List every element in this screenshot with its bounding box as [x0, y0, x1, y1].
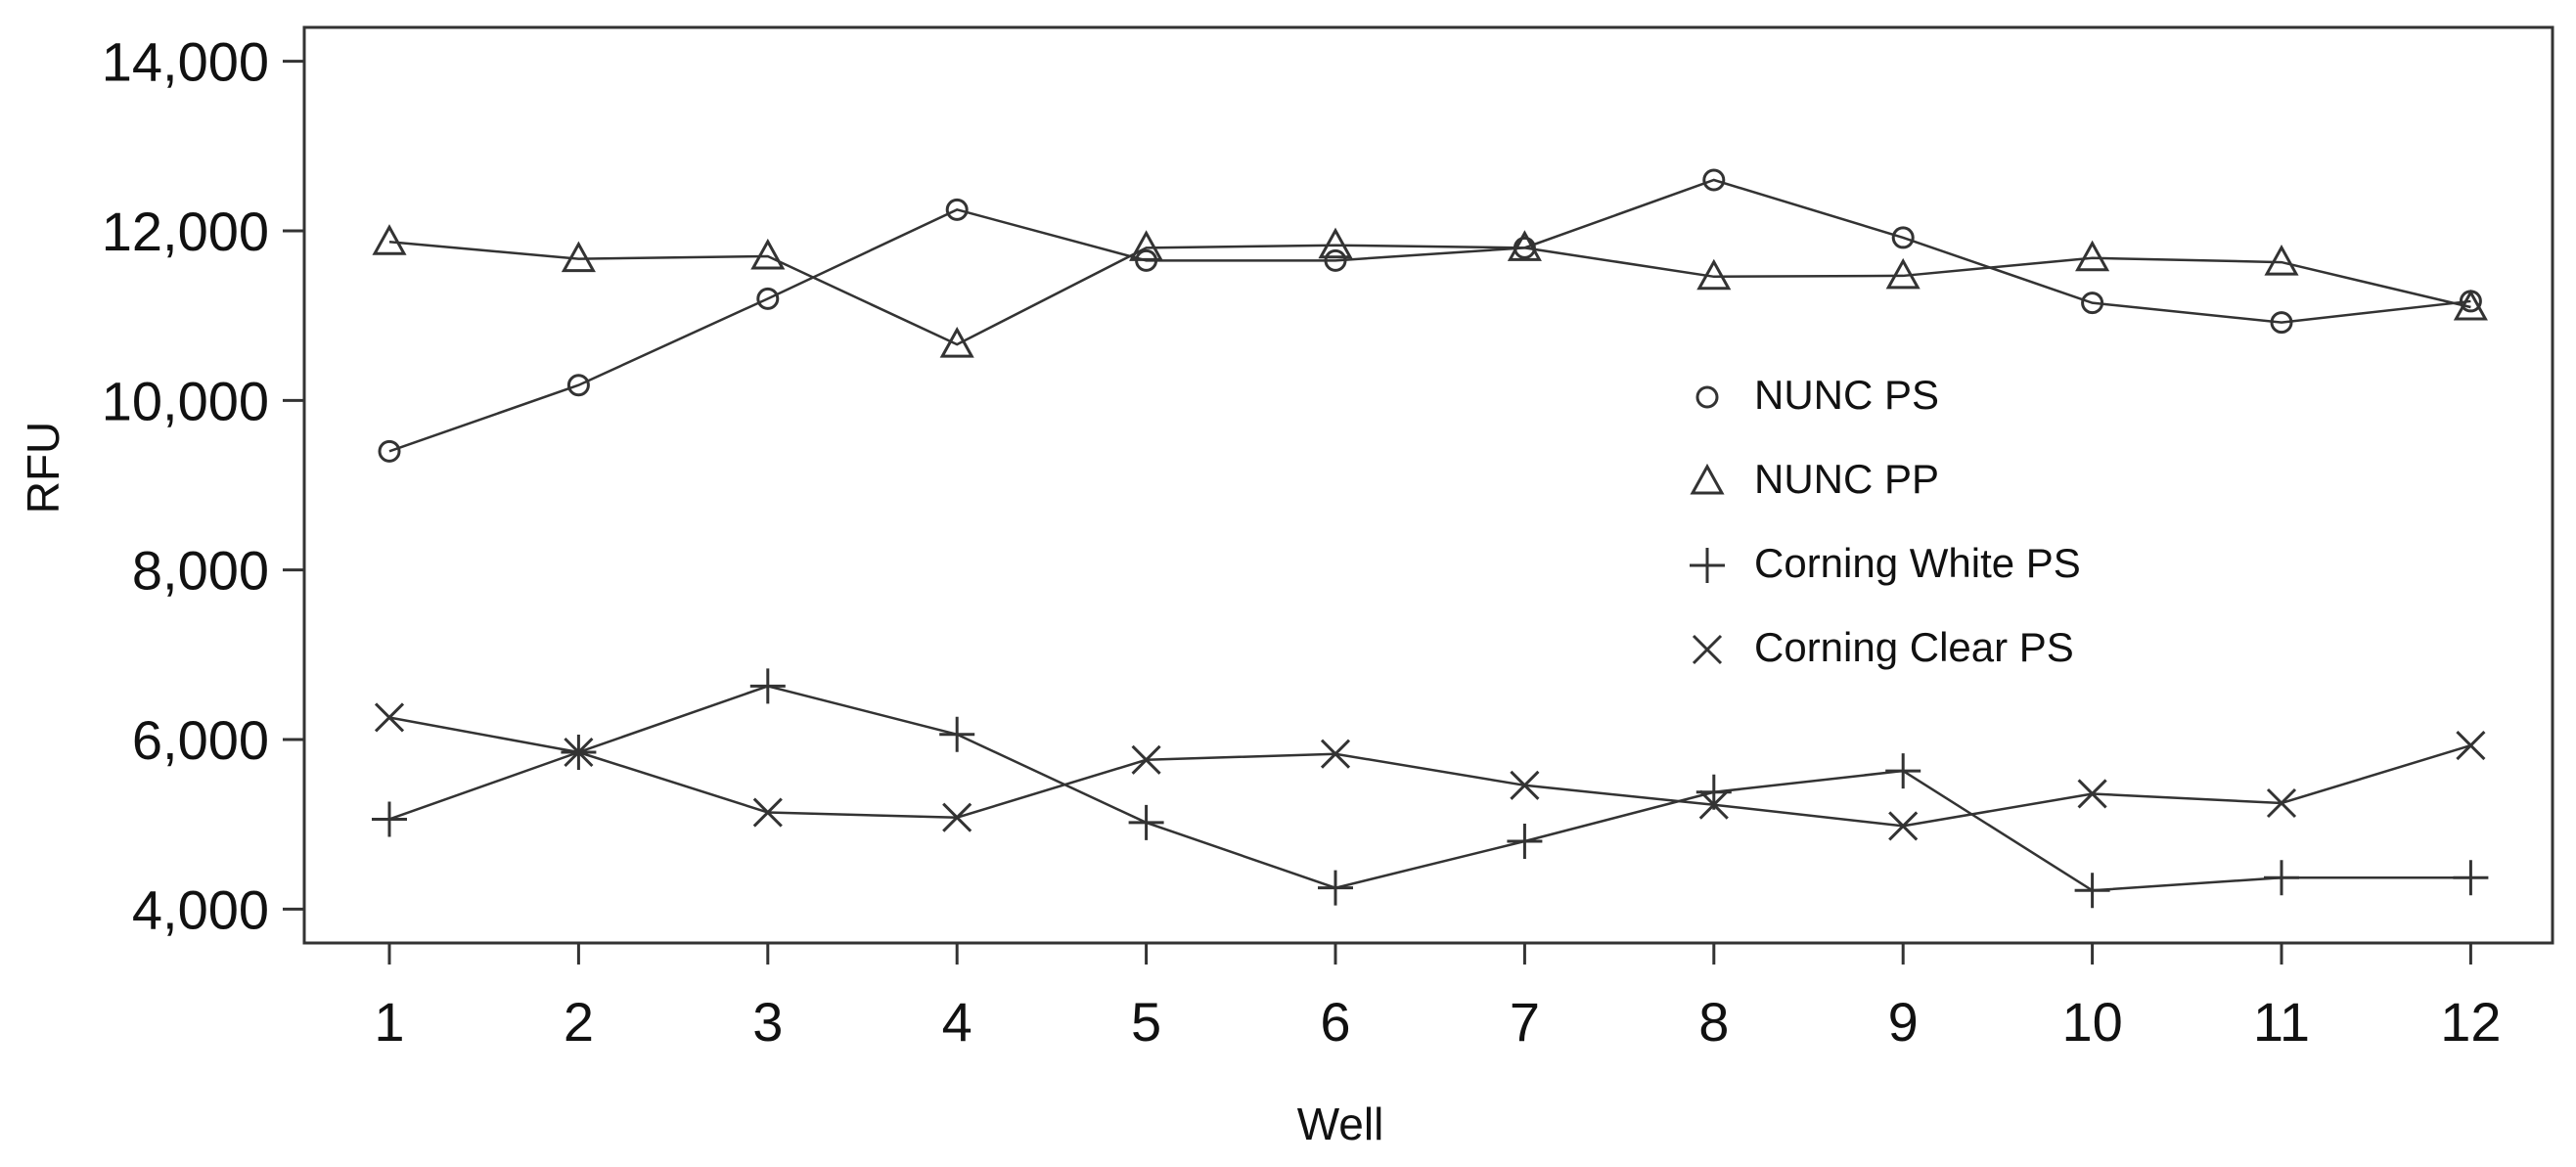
y-tick-label: 14,000 [102, 31, 269, 93]
triangle-marker [1318, 227, 1353, 259]
legend-item: NUNC PP [1690, 456, 1939, 502]
triangle-marker [2453, 289, 2488, 321]
triangle-marker [1129, 230, 1164, 261]
x-axis-title: Well [1297, 1099, 1384, 1149]
x-marker [1888, 811, 1919, 841]
plus-marker [939, 716, 975, 752]
plus-marker [2453, 860, 2489, 896]
plus-marker [372, 801, 407, 837]
series-layer [372, 168, 2489, 909]
circle-marker [2270, 311, 2293, 335]
x-tick-label: 4 [942, 991, 972, 1053]
series-plus [372, 668, 2489, 909]
x-tick-label: 9 [1888, 991, 1919, 1053]
x-marker [2456, 731, 2486, 761]
circle-marker [1324, 248, 1347, 272]
x-marker [1320, 739, 1351, 769]
y-tick-label: 4,000 [132, 878, 269, 940]
legend-label: Corning White PS [1754, 540, 2081, 586]
x-marker [1698, 789, 1729, 820]
series-x [374, 702, 2486, 841]
x-tick-label: 1 [374, 991, 404, 1053]
triangle-marker [939, 327, 974, 358]
y-tick-label: 10,000 [102, 370, 269, 431]
series-circle [378, 168, 2482, 463]
x-tick-label: 3 [752, 991, 783, 1053]
x-marker [1131, 744, 1161, 775]
triangle-marker [561, 241, 596, 273]
circle-marker [1702, 168, 1726, 192]
x-tick-label: 12 [2440, 991, 2501, 1053]
series-line [388, 685, 2471, 892]
series-line [388, 178, 2471, 453]
plus-marker [2264, 860, 2299, 896]
x-axis: 1 2 3 4 5 6 7 8 9 10 11 12 [374, 943, 2502, 1053]
y-axis: 4,000 6,000 8,000 10,000 12,000 14,000 [102, 31, 304, 940]
circle-marker-legend [1695, 385, 1719, 409]
circle-marker [378, 439, 401, 463]
triangle-marker [1885, 257, 1921, 290]
x-marker [564, 737, 594, 768]
circle-marker [2081, 292, 2104, 315]
plot-frame [302, 25, 2554, 945]
circle-marker [756, 287, 780, 310]
x-marker [942, 802, 972, 832]
triangle-marker [372, 224, 407, 255]
triangle-marker-legend [1690, 463, 1725, 495]
triangle-marker [750, 238, 786, 270]
plus-marker [749, 668, 786, 704]
x-marker-legend [1692, 634, 1723, 665]
plus-marker [1885, 753, 1921, 789]
x-marker [2266, 787, 2297, 819]
circle-marker [945, 198, 969, 221]
x-tick-label: 8 [1698, 991, 1729, 1053]
plus-marker [2074, 873, 2110, 909]
series-line [388, 716, 2471, 828]
circle-marker [1891, 226, 1915, 249]
x-tick-label: 2 [564, 991, 594, 1053]
x-tick-label: 7 [1510, 991, 1540, 1053]
circle-marker [566, 374, 590, 397]
legend-item: Corning White PS [1690, 540, 2081, 586]
plus-marker-legend [1690, 548, 1725, 583]
x-tick-label: 11 [2253, 991, 2310, 1053]
plus-marker [1507, 824, 1543, 859]
series-line [388, 241, 2471, 346]
x-marker [2077, 779, 2107, 809]
y-tick-label: 12,000 [102, 201, 269, 262]
y-tick-label: 6,000 [132, 709, 269, 771]
x-tick-label: 5 [1131, 991, 1161, 1053]
triangle-marker [1507, 230, 1542, 261]
x-marker [374, 702, 405, 733]
x-marker [1510, 770, 1540, 800]
legend-label: Corning Clear PS [1754, 624, 2074, 670]
y-axis-title: RFU [18, 422, 68, 515]
x-tick-label: 6 [1320, 991, 1350, 1053]
plus-marker [1318, 870, 1353, 906]
legend-item: NUNC PS [1695, 372, 1939, 418]
legend-label: NUNC PP [1754, 456, 1939, 502]
x-marker [752, 797, 783, 828]
y-tick-label: 8,000 [132, 540, 269, 602]
triangle-marker [1696, 258, 1732, 291]
legend-label: NUNC PS [1754, 372, 1939, 418]
x-tick-label: 10 [2061, 991, 2122, 1053]
series-triangle [372, 224, 2488, 358]
legend-item: Corning Clear PS [1692, 624, 2074, 670]
legend: NUNC PS NUNC PP Corning White PS Corning Cl… [1690, 372, 2081, 670]
plus-marker [1128, 804, 1164, 840]
triangle-marker [2075, 240, 2110, 272]
triangle-marker [2264, 244, 2299, 276]
